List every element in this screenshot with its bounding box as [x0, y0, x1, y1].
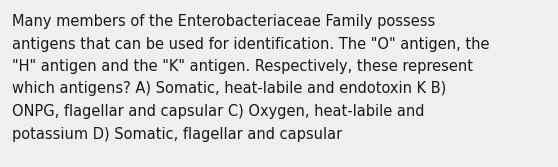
Text: antigens that can be used for identification. The "O" antigen, the: antigens that can be used for identifica… [12, 37, 489, 51]
Text: Many members of the Enterobacteriaceae Family possess: Many members of the Enterobacteriaceae F… [12, 14, 435, 29]
Text: "H" antigen and the "K" antigen. Respectively, these represent: "H" antigen and the "K" antigen. Respect… [12, 59, 473, 74]
Text: ONPG, flagellar and capsular C) Oxygen, heat-labile and: ONPG, flagellar and capsular C) Oxygen, … [12, 104, 425, 119]
Text: which antigens? A) Somatic, heat-labile and endotoxin K B): which antigens? A) Somatic, heat-labile … [12, 81, 446, 97]
Text: potassium D) Somatic, flagellar and capsular: potassium D) Somatic, flagellar and caps… [12, 126, 342, 141]
